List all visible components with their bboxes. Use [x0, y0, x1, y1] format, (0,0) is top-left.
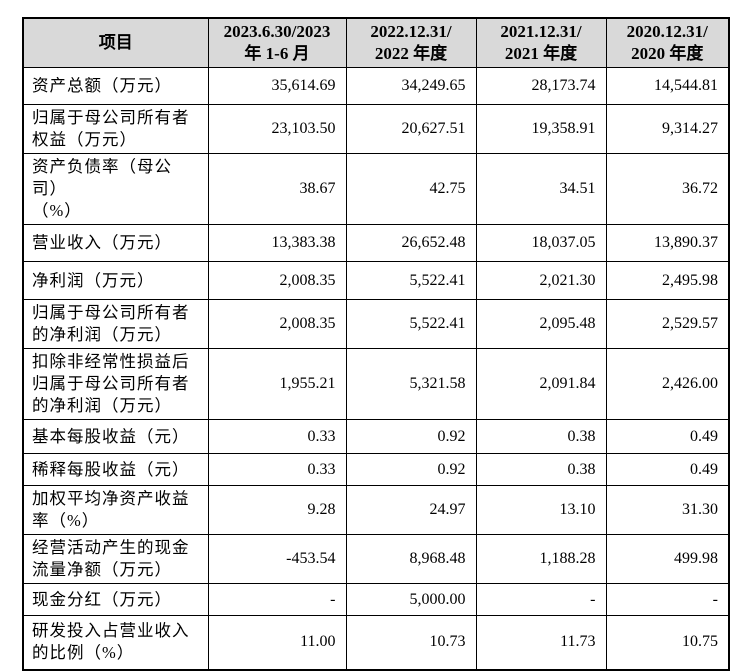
table-row: 资产总额（万元） 35,614.69 34,249.65 28,173.74 14,54…: [22, 67, 730, 105]
cell-value: 2,529.57: [605, 299, 730, 349]
cell-value: 1,955.21: [207, 348, 347, 420]
cell-value: 0.49: [605, 453, 730, 486]
cell-value: 2,008.35: [207, 299, 347, 349]
cell-value: -: [605, 583, 730, 616]
cell-value: 20,627.51: [345, 104, 477, 154]
cell-value: 14,544.81: [605, 67, 730, 105]
cell-value: -: [475, 583, 607, 616]
cell-value: 9.28: [207, 485, 347, 535]
col-header-period-2022: 2022.12.31/ 2022 年度: [345, 17, 477, 68]
cell-value: 2,021.30: [475, 261, 607, 300]
cell-value: 2,008.35: [207, 261, 347, 300]
cell-value: 24.97: [345, 485, 477, 535]
cell-value: 13.10: [475, 485, 607, 535]
cell-value: 5,000.00: [345, 583, 477, 616]
row-label: 经营活动产生的现金 流量净额（万元）: [22, 534, 209, 584]
cell-value: 2,095.48: [475, 299, 607, 349]
cell-value: 5,321.58: [345, 348, 477, 420]
cell-value: 1,188.28: [475, 534, 607, 584]
cell-value: 18,037.05: [475, 224, 607, 262]
cell-value: -: [207, 583, 347, 616]
table-row: 经营活动产生的现金 流量净额（万元） -453.54 8,968.48 1,188.2…: [22, 534, 730, 584]
table-row: 研发投入占营业收入 的比例（%） 11.00 10.73 11.73 10.75: [22, 615, 730, 670]
cell-value: 26,652.48: [345, 224, 477, 262]
cell-value: 38.67: [207, 153, 347, 225]
table-row: 资产负债率（母公司） （%） 38.67 42.75 34.51 36.72: [22, 153, 730, 225]
cell-value: 0.92: [345, 453, 477, 486]
cell-value: 19,358.91: [475, 104, 607, 154]
row-label: 现金分红（万元）: [22, 583, 209, 616]
cell-value: 35,614.69: [207, 67, 347, 105]
table-row: 基本每股收益（元） 0.33 0.92 0.38 0.49: [22, 419, 730, 454]
table-row: 营业收入（万元） 13,383.38 26,652.48 18,037.05 13,89…: [22, 224, 730, 262]
row-label: 研发投入占营业收入 的比例（%）: [22, 615, 209, 670]
cell-value: 28,173.74: [475, 67, 607, 105]
cell-value: 2,091.84: [475, 348, 607, 420]
table-row: 归属于母公司所有者 权益（万元） 23,103.50 20,627.51 19,358…: [22, 104, 730, 154]
cell-value: 11.73: [475, 615, 607, 670]
cell-value: -453.54: [207, 534, 347, 584]
row-label: 归属于母公司所有者 权益（万元）: [22, 104, 209, 154]
cell-value: 2,495.98: [605, 261, 730, 300]
cell-value: 499.98: [605, 534, 730, 584]
cell-value: 0.33: [207, 453, 347, 486]
row-label: 归属于母公司所有者 的净利润（万元）: [22, 299, 209, 349]
cell-value: 9,314.27: [605, 104, 730, 154]
cell-value: 13,890.37: [605, 224, 730, 262]
cell-value: 2,426.00: [605, 348, 730, 420]
cell-value: 34,249.65: [345, 67, 477, 105]
table-row: 归属于母公司所有者 的净利润（万元） 2,008.35 5,522.41 2,095.…: [22, 299, 730, 349]
financial-summary-table: 项目 2023.6.30/2023 年 1-6 月 2022.12.31/ 20…: [22, 17, 730, 671]
cell-value: 42.75: [345, 153, 477, 225]
document-page: { "colors": { "header_bg": "#d9d9d9", "b…: [22, 17, 730, 671]
cell-value: 5,522.41: [345, 299, 477, 349]
row-label: 资产负债率（母公司） （%）: [22, 153, 209, 225]
col-header-period-2023: 2023.6.30/2023 年 1-6 月: [207, 17, 347, 68]
cell-value: 23,103.50: [207, 104, 347, 154]
table-row: 加权平均净资产收益 率（%） 9.28 24.97 13.10 31.30: [22, 485, 730, 535]
cell-value: 0.38: [475, 419, 607, 454]
row-label: 营业收入（万元）: [22, 224, 209, 262]
row-label: 基本每股收益（元）: [22, 419, 209, 454]
table-row: 净利润（万元） 2,008.35 5,522.41 2,021.30 2,495.98: [22, 261, 730, 300]
cell-value: 0.49: [605, 419, 730, 454]
cell-value: 36.72: [605, 153, 730, 225]
cell-value: 0.38: [475, 453, 607, 486]
row-label: 加权平均净资产收益 率（%）: [22, 485, 209, 535]
row-label: 稀释每股收益（元）: [22, 453, 209, 486]
cell-value: 13,383.38: [207, 224, 347, 262]
cell-value: 0.33: [207, 419, 347, 454]
row-label: 资产总额（万元）: [22, 67, 209, 105]
cell-value: 11.00: [207, 615, 347, 670]
cell-value: 5,522.41: [345, 261, 477, 300]
cell-value: 10.73: [345, 615, 477, 670]
table-row: 稀释每股收益（元） 0.33 0.92 0.38 0.49: [22, 453, 730, 486]
cell-value: 34.51: [475, 153, 607, 225]
col-header-period-2020: 2020.12.31/ 2020 年度: [605, 17, 730, 68]
col-header-period-2021: 2021.12.31/ 2021 年度: [475, 17, 607, 68]
cell-value: 31.30: [605, 485, 730, 535]
table-body: 资产总额（万元） 35,614.69 34,249.65 28,173.74 14,54…: [22, 67, 730, 670]
row-label: 净利润（万元）: [22, 261, 209, 300]
table-header: 项目 2023.6.30/2023 年 1-6 月 2022.12.31/ 20…: [22, 17, 730, 68]
col-header-item: 项目: [22, 17, 209, 68]
cell-value: 8,968.48: [345, 534, 477, 584]
row-label: 扣除非经常性损益后 归属于母公司所有者 的净利润（万元）: [22, 348, 209, 420]
header-row: 项目 2023.6.30/2023 年 1-6 月 2022.12.31/ 20…: [22, 17, 730, 68]
cell-value: 10.75: [605, 615, 730, 670]
table-row: 扣除非经常性损益后 归属于母公司所有者 的净利润（万元） 1,955.21 5,32…: [22, 348, 730, 420]
cell-value: 0.92: [345, 419, 477, 454]
table-row: 现金分红（万元） -5,000.00- -: [22, 583, 730, 616]
